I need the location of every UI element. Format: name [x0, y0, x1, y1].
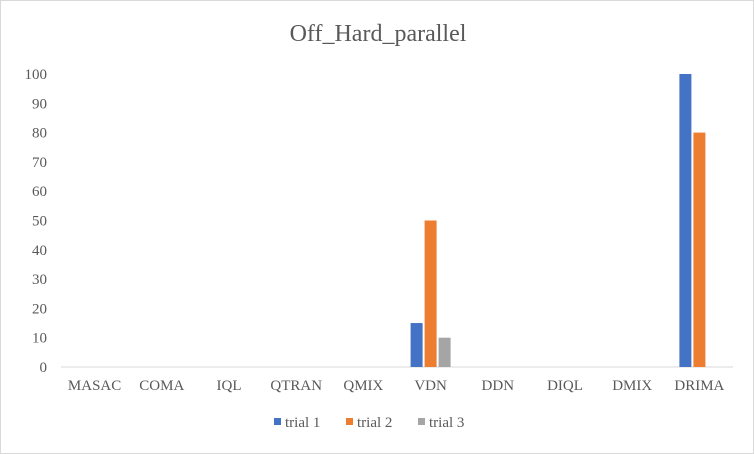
x-axis-labels: MASAC COMA IQL QTRAN QMIX VDN DDN DIQL DMIX DRIMA	[68, 378, 725, 394]
x-tick-label: DRIMA	[674, 378, 724, 394]
chart-title: Off_Hard_parallel	[290, 21, 467, 47]
bar	[424, 220, 437, 367]
legend-swatch	[418, 418, 425, 425]
y-tick-label: 40	[32, 243, 47, 259]
y-axis-ticks: 0 10 20 30 40 50 60 70 80 90 100	[25, 67, 48, 376]
x-tick-label: DMIX	[612, 378, 652, 394]
bar	[410, 323, 423, 367]
legend-label: trial 3	[429, 415, 464, 431]
y-tick-label: 0	[40, 360, 48, 376]
bar	[679, 74, 692, 367]
x-tick-label: MASAC	[68, 378, 121, 394]
legend-label: trial 2	[357, 415, 392, 431]
legend-swatch	[274, 418, 281, 425]
bars	[410, 74, 706, 367]
legend: trial 1 trial 2 trial 3	[274, 415, 464, 431]
x-tick-label: COMA	[139, 378, 184, 394]
x-tick-label: QTRAN	[270, 378, 322, 394]
y-tick-label: 30	[32, 272, 47, 288]
x-tick-label: VDN	[414, 378, 447, 394]
y-tick-label: 90	[32, 96, 47, 112]
y-tick-label: 70	[32, 155, 47, 171]
bar	[438, 337, 451, 367]
y-tick-label: 60	[32, 184, 47, 200]
legend-swatch	[346, 418, 353, 425]
legend-label: trial 1	[285, 415, 320, 431]
y-tick-label: 50	[32, 214, 47, 230]
bar	[693, 132, 706, 367]
y-tick-label: 100	[25, 67, 48, 83]
y-tick-label: 20	[32, 301, 47, 317]
y-tick-label: 10	[32, 331, 47, 347]
y-tick-label: 80	[32, 126, 47, 142]
x-tick-label: DDN	[482, 378, 515, 394]
x-tick-label: QMIX	[343, 378, 383, 394]
x-tick-label: DIQL	[547, 378, 583, 394]
x-tick-label: IQL	[217, 378, 242, 394]
